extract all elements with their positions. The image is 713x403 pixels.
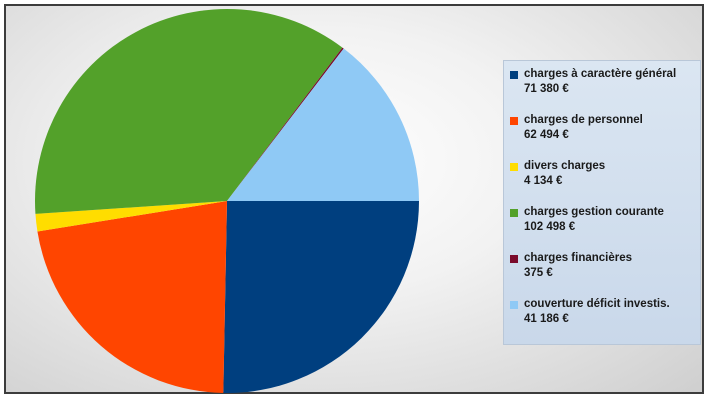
legend-item: charges financières 375 € bbox=[510, 251, 700, 297]
legend-swatch bbox=[510, 209, 518, 217]
pie-slice bbox=[227, 48, 419, 201]
pie-slice bbox=[227, 47, 344, 202]
legend-item: charges de personnel 62 494 € bbox=[510, 113, 700, 159]
legend-swatch bbox=[510, 71, 518, 79]
legend-swatch bbox=[510, 301, 518, 309]
legend-value: 41 186 € bbox=[524, 313, 569, 325]
legend-swatch bbox=[510, 163, 518, 171]
pie-slice bbox=[223, 201, 419, 393]
legend-item: charges gestion courante 102 498 € bbox=[510, 205, 700, 251]
legend-value: 375 € bbox=[524, 267, 553, 279]
legend-label: divers charges bbox=[524, 160, 606, 172]
pie-slice bbox=[35, 8, 343, 214]
legend: charges à caractère général 71 380 € cha… bbox=[503, 60, 701, 345]
legend-item: couverture déficit investis. 41 186 € bbox=[510, 297, 700, 343]
legend-label: charges de personnel bbox=[524, 114, 643, 126]
legend-label: charges gestion courante bbox=[524, 206, 664, 218]
legend-label: charges financières bbox=[524, 252, 633, 264]
legend-value: 102 498 € bbox=[524, 221, 576, 233]
pie-slice bbox=[35, 201, 228, 232]
legend-value: 4 134 € bbox=[524, 175, 563, 187]
legend-label: couverture déficit investis. bbox=[524, 298, 670, 310]
pie-slice bbox=[37, 201, 228, 393]
legend-swatch bbox=[510, 117, 518, 125]
legend-item: charges à caractère général 71 380 € bbox=[510, 67, 700, 113]
legend-value: 71 380 € bbox=[524, 83, 569, 95]
legend-value: 62 494 € bbox=[524, 129, 569, 141]
legend-swatch bbox=[510, 255, 518, 263]
legend-item: divers charges 4 134 € bbox=[510, 159, 700, 205]
legend-label: charges à caractère général bbox=[524, 68, 677, 80]
